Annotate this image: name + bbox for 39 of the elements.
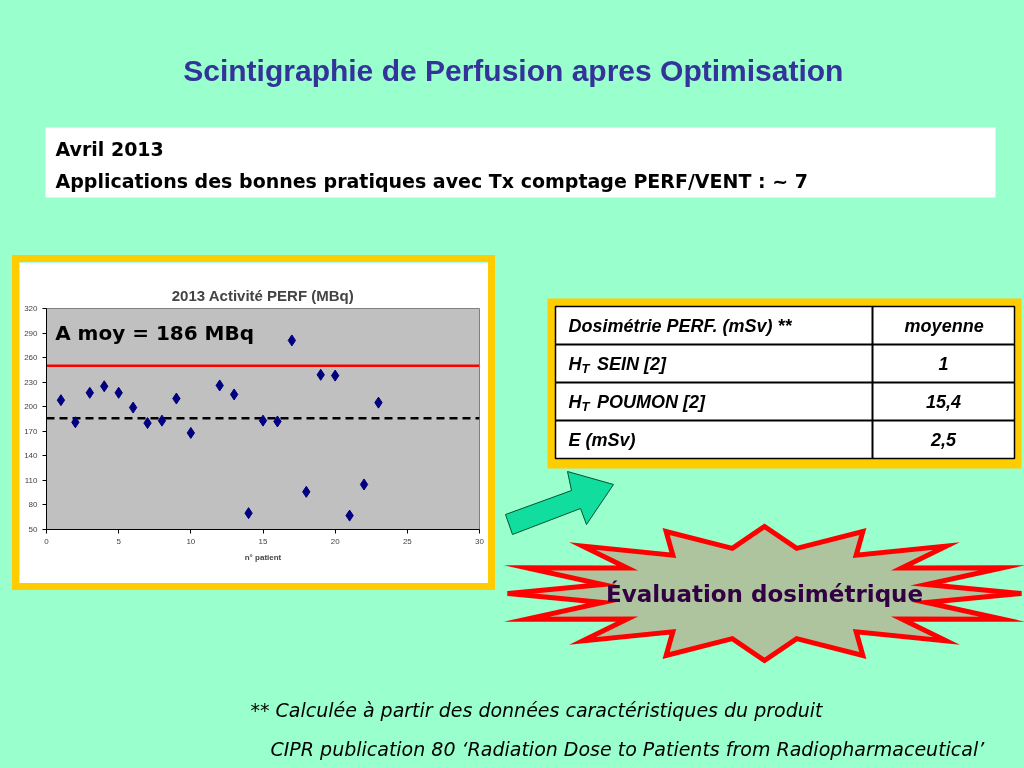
text: Avril 2013 <box>55 137 164 160</box>
y-tick-label: 140 <box>24 451 39 461</box>
point <box>287 334 297 347</box>
x-tick-label: 30 <box>475 536 485 546</box>
y-tick-label: 50 <box>28 525 39 534</box>
x-tick-label: 25 <box>402 536 413 546</box>
x-tick-label: 15 <box>258 536 268 546</box>
y-tick-label: 200 <box>24 402 39 412</box>
text: Applications des bonnes pratiques avec Tx comptage PERF/VENT : ~ 7 <box>55 169 808 192</box>
point <box>157 414 167 427</box>
ref-line-label: A moy = 186 MBq <box>55 320 255 345</box>
x-tick-label: 20 <box>330 536 341 546</box>
y-tick-label: 110 <box>24 475 39 485</box>
text: Scintigraphie de Perfusion apres Optimisation <box>183 54 844 87</box>
y-tick-label: 170 <box>24 426 39 436</box>
x-tick-label: 5 <box>116 536 122 546</box>
text: ** Calculée à partir des données caractéristiques du produit <box>250 698 825 721</box>
y-tick-label: 260 <box>24 353 39 363</box>
y-tick-label: 290 <box>24 328 39 338</box>
text: moyenne <box>904 315 984 336</box>
data-label: 15,4 <box>925 392 962 412</box>
x-axis-title: n° patient <box>244 552 282 562</box>
x-tick-label: 10 <box>186 536 196 546</box>
point <box>128 401 138 414</box>
point <box>359 478 369 491</box>
point <box>258 414 268 427</box>
point <box>56 394 66 407</box>
chart-title: 2013 Activité PERF (MBq) <box>171 286 354 304</box>
text: CIPR publication 80 ‘Radiation Dose to Patients from Radiopharmaceutical’ <box>270 737 986 760</box>
data-label: 2,5 <box>929 430 957 450</box>
y-tick-label: 80 <box>28 500 39 510</box>
point <box>229 388 239 401</box>
y-tick-label: 230 <box>24 377 39 387</box>
x-tick-label: 0 <box>44 536 50 546</box>
category-label: E (mSv) <box>568 429 636 450</box>
y-tick-label: 320 <box>24 304 39 313</box>
data-label: 1 <box>938 354 949 374</box>
text: Dosimétrie PERF. (mSv) ** <box>568 315 793 336</box>
text: Évaluation dosimétrique <box>605 579 924 607</box>
